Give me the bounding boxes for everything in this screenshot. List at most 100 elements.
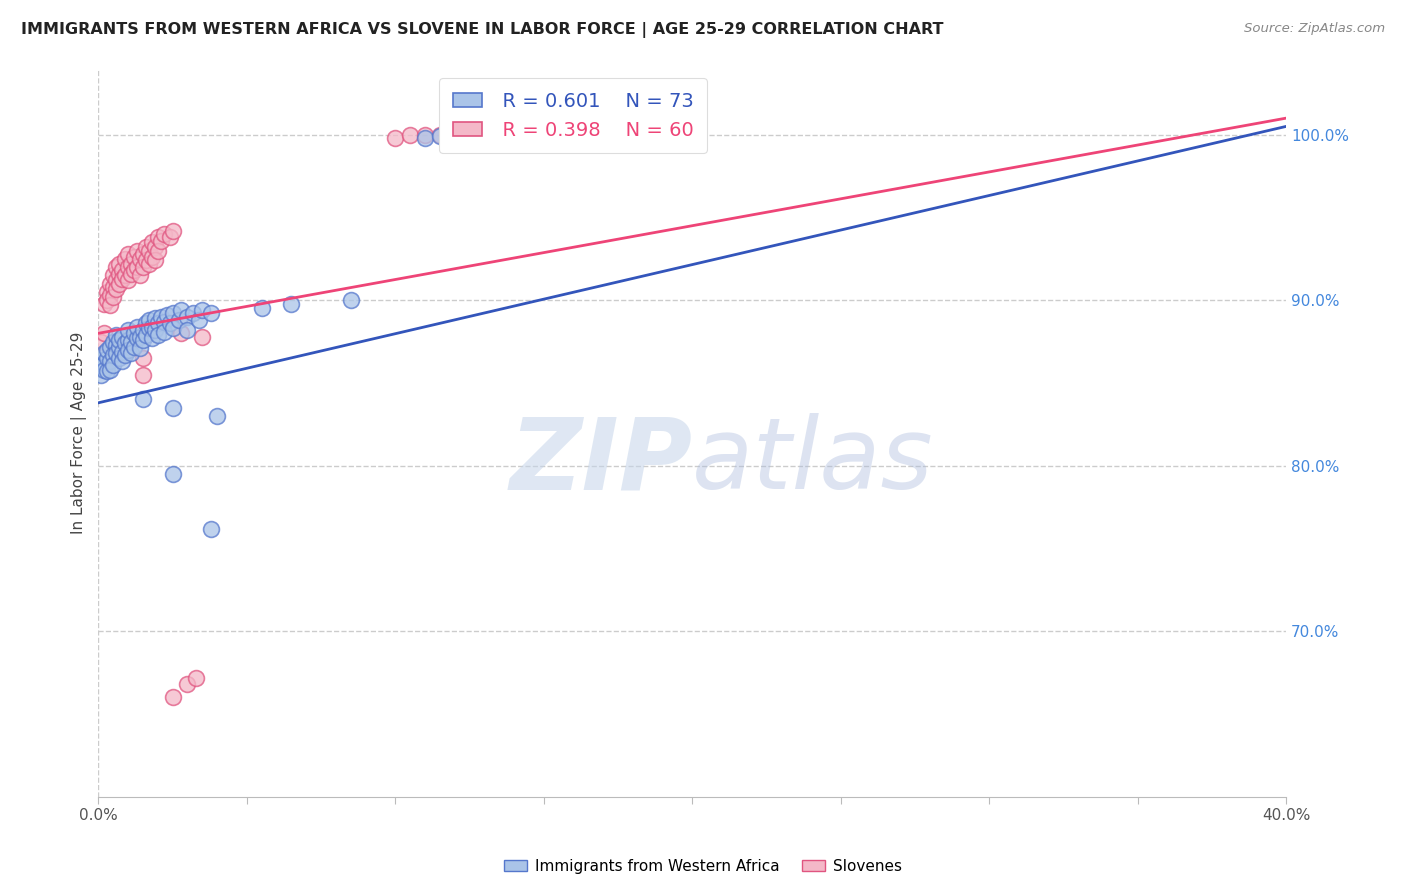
Point [103,358,125,372]
Point [122,340,145,354]
Point [96,293,118,308]
Point [108,340,131,354]
Point [162,224,184,238]
Text: IMMIGRANTS FROM WESTERN AFRICA VS SLOVENE IN LABOR FORCE | AGE 25-29 CORRELATION: IMMIGRANTS FROM WESTERN AFRICA VS SLOVEN… [21,22,943,38]
Legend:   R = 0.601    N = 73,   R = 0.398    N = 60: R = 0.601 N = 73, R = 0.398 N = 60 [440,78,707,153]
Point [125,331,148,345]
Point [143,253,166,268]
Point [156,308,179,322]
Point [125,244,148,258]
Point [120,334,142,349]
Point [170,326,193,341]
Point [105,282,128,296]
Point [129,268,152,283]
Point [93,326,115,341]
Point [120,346,142,360]
Point [141,331,163,345]
Point [117,343,139,357]
Point [93,296,115,310]
Point [132,351,155,365]
Point [111,271,134,285]
Point [108,351,131,365]
Point [146,230,169,244]
Point [90,359,112,374]
Point [159,317,181,331]
Point [200,522,222,536]
Point [135,317,157,331]
Point [108,267,131,281]
Point [105,273,128,287]
Point [132,323,155,337]
Point [129,252,152,266]
Point [162,690,184,705]
Point [135,328,157,343]
Point [111,344,134,359]
Point [162,321,184,335]
Point [186,671,208,685]
Point [205,409,228,423]
Point [120,257,142,271]
Point [176,323,198,337]
Point [108,277,131,291]
Point [339,293,361,308]
Point [132,260,155,274]
Point [125,260,148,274]
Point [162,467,184,481]
Point [114,252,136,266]
Point [114,348,136,362]
Point [191,303,214,318]
Point [429,128,451,142]
Point [152,227,174,241]
Point [105,346,128,360]
Point [103,348,125,362]
Point [132,392,155,407]
Point [429,129,451,144]
Point [183,306,205,320]
Point [384,131,406,145]
Point [399,128,422,142]
Point [152,325,174,339]
Text: atlas: atlas [692,413,934,510]
Point [96,364,118,378]
Point [159,230,181,244]
Point [105,338,128,352]
Point [146,317,169,331]
Point [117,333,139,347]
Point [141,250,163,264]
Point [138,321,160,335]
Point [162,306,184,320]
Point [93,362,115,376]
Point [117,260,139,274]
Point [98,354,121,368]
Point [108,257,131,271]
Point [135,240,157,254]
Point [280,296,302,310]
Point [129,329,152,343]
Point [111,329,134,343]
Point [138,313,160,327]
Point [146,244,169,258]
Point [143,323,166,337]
Point [129,341,152,355]
Y-axis label: In Labor Force | Age 25-29: In Labor Force | Age 25-29 [72,332,87,533]
Point [117,247,139,261]
Point [96,351,118,365]
Point [98,362,121,376]
Point [114,268,136,283]
Point [122,326,145,341]
Point [111,263,134,277]
Point [90,334,112,349]
Point [152,315,174,329]
Point [149,310,172,324]
Point [125,319,148,334]
Point [141,319,163,334]
Point [200,306,222,320]
Point [98,277,121,291]
Point [93,356,115,370]
Point [103,268,125,283]
Point [98,288,121,302]
Point [681,133,703,147]
Point [117,323,139,337]
Point [443,128,465,142]
Point [132,247,155,261]
